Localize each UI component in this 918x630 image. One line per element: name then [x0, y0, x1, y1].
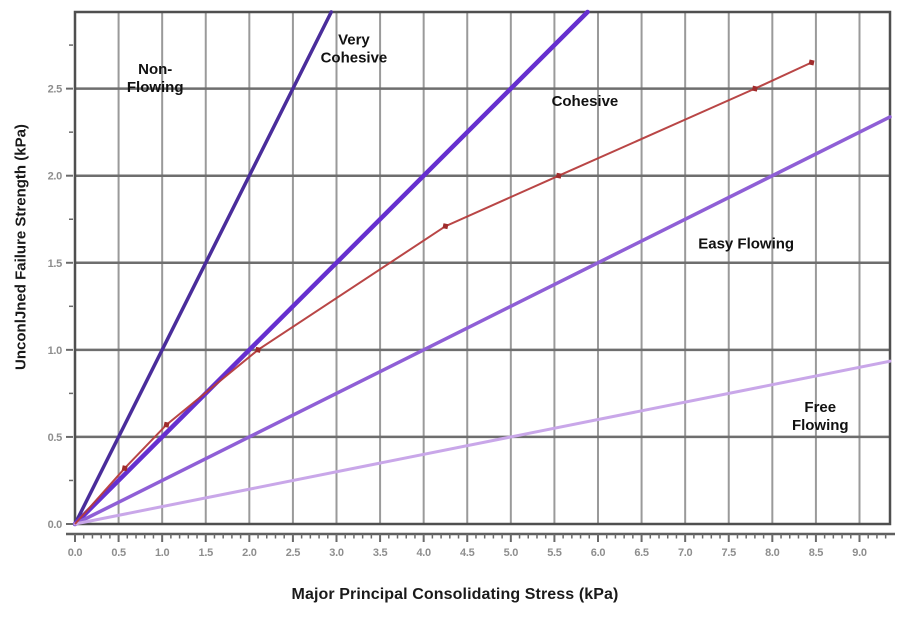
easy-flowing-boundary — [73, 115, 892, 526]
x-tick-label: 6.5 — [634, 547, 649, 559]
label-non-flowing: Non- — [138, 61, 172, 78]
y-tick-label: 2.5 — [48, 84, 63, 96]
y-tick-label: 1.5 — [48, 258, 63, 270]
measured-flow-function-marker — [442, 223, 449, 230]
measured-flow-function-marker — [555, 172, 562, 179]
y-tick-label: 0.0 — [48, 519, 63, 531]
free-flowing-boundary — [73, 359, 892, 526]
label-non-flowing: Flowing — [127, 79, 184, 96]
non-flowing-boundary — [73, 10, 334, 526]
x-axis-title: Major Principal Consolidating Stress (kP… — [291, 586, 619, 603]
x-tick-label: 1.5 — [199, 547, 214, 559]
x-tick-label: 4.5 — [460, 547, 475, 559]
measured-flow-function-marker — [255, 346, 262, 353]
x-tick-label: 3.0 — [329, 547, 344, 559]
x-tick-label: 1.0 — [155, 547, 170, 559]
x-tick-label: 2.0 — [242, 547, 257, 559]
x-tick-label: 8.5 — [809, 547, 824, 559]
label-very-cohesive: Very — [338, 32, 370, 49]
x-tick-label: 7.5 — [722, 547, 737, 559]
label-free-flowing: Free — [804, 399, 836, 416]
measured-flow-function-marker — [163, 421, 170, 428]
plot-border — [73, 10, 892, 526]
x-tick-label: 2.5 — [286, 547, 301, 559]
x-tick-label: 0.5 — [111, 547, 126, 559]
x-tick-label: 0.0 — [68, 547, 83, 559]
x-tick-label: 4.0 — [416, 547, 431, 559]
measured-flow-function-marker — [808, 59, 815, 66]
measured-flow-function-line — [74, 61, 812, 525]
label-cohesive: Cohesive — [552, 93, 619, 110]
data-series — [74, 59, 815, 525]
y-tick-label: 0.5 — [48, 432, 63, 444]
y-tick-label: 2.0 — [48, 171, 63, 183]
measured-flow-function-marker — [751, 85, 758, 92]
very-cohesive-boundary — [72, 9, 590, 527]
x-tick-label: 9.0 — [852, 547, 867, 559]
x-tick-label: 6.0 — [591, 547, 606, 559]
x-tick-label: 5.0 — [504, 547, 519, 559]
label-free-flowing: Flowing — [792, 417, 849, 434]
y-axis-title: UnconlJned Failure Strength (kPa) — [12, 124, 30, 370]
x-axis: 0.0 0.5 1.0 1.5 2.0 2.5 3.0 3.5 4.0 4.5 5.0 5.5 6.0 6… — [66, 532, 895, 559]
y-tick-label: 1.0 — [48, 345, 63, 357]
measured-flow-function-marker — [121, 465, 128, 472]
x-tick-label: 8.0 — [765, 547, 780, 559]
x-tick-label: 3.5 — [373, 547, 388, 559]
x-tick-label: 7.0 — [678, 547, 693, 559]
flowability-boundary-lines — [72, 9, 892, 527]
vertical-gridlines — [117, 12, 861, 524]
y-axis: 0.0 0.5 1.0 1.5 2.0 2.5 — [48, 44, 73, 531]
x-tick-label: 5.5 — [547, 547, 562, 559]
label-very-cohesive: Cohesive — [321, 50, 388, 67]
label-easy-flowing: Easy Flowing — [698, 236, 794, 253]
